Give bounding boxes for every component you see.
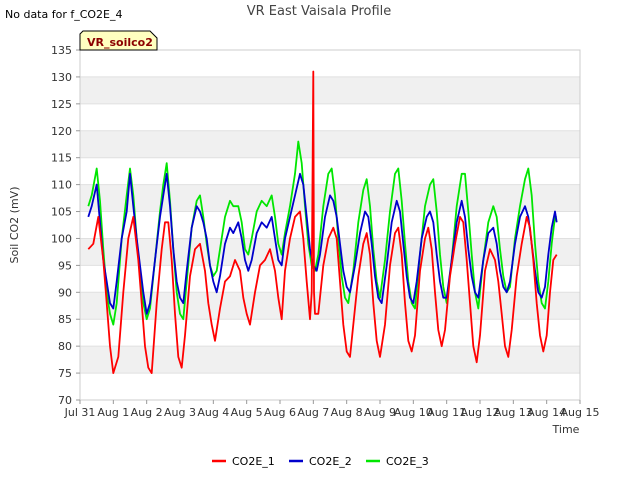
x-tick-label: Aug 9 [364,406,396,419]
y-tick-label: 70 [58,394,72,407]
x-tick-label: Aug 13 [494,406,533,419]
legend-badge-label: VR_soilco2 [87,36,153,49]
y-tick-label: 120 [51,125,72,138]
y-tick-label: 110 [51,179,72,192]
x-tick-label: Aug 15 [561,406,600,419]
series-line-co2e-1 [87,70,558,374]
y-tick-label: 115 [51,152,72,165]
y-tick-label: 100 [51,232,72,245]
x-tick-label: Aug 11 [427,406,466,419]
x-tick-label: Aug 6 [264,406,296,419]
y-tick-label: 105 [51,206,72,219]
legend-label: CO2E_2 [309,455,352,468]
y-tick-label: 130 [51,71,72,84]
series-line-co2e-2 [87,172,558,315]
plot-frame [79,49,581,401]
y-tick-label: 85 [58,313,72,326]
y-tick-label: 75 [58,367,72,380]
legend: CO2E_1 CO2E_2 CO2E_3 [212,455,429,468]
y-tick-label: 90 [58,286,72,299]
grid-band [80,292,580,320]
x-tick-label: Jul 31 [64,406,96,419]
x-tick-label: Aug 12 [461,406,500,419]
series-layer [87,70,558,374]
x-tick-label: Aug 10 [394,406,433,419]
legend-label: CO2E_3 [386,455,429,468]
x-tick-label: Aug 5 [231,406,263,419]
grid-band [80,346,580,374]
x-tick-label: Aug 3 [164,406,196,419]
x-tick-label: Aug 8 [331,406,363,419]
x-tick-label: Aug 4 [197,406,229,419]
x-tick-label: Aug 1 [97,406,129,419]
legend-label: CO2E_1 [232,455,275,468]
grid-band [80,76,580,104]
chart-title: VR East Vaisala Profile [247,4,392,19]
y-tick-label: 80 [58,340,72,353]
x-tick-label: Aug 14 [527,406,566,419]
grid-band [80,130,580,158]
x-axis-label: Time [552,423,580,436]
y-tick-label: 125 [51,98,72,111]
y-axis-ticks: 70 75 80 85 90 95 100 105 110 115 120 125 130 135 [51,44,80,407]
grid-bands [80,76,580,401]
y-tick-label: 135 [51,44,72,57]
x-axis-ticks: Jul 31 Aug 1 Aug 2 Aug 3 Aug 4 Aug 5 Aug 6 Aug … [64,400,600,419]
y-axis-label: Soil CO2 (mV) [8,187,21,264]
no-data-note: No data for f_CO2E_4 [5,8,123,21]
legend-badge-shape [79,30,158,51]
x-tick-label: Aug 2 [131,406,163,419]
x-tick-label: Aug 7 [297,406,329,419]
legend-badge: VR_soilco2 [79,30,158,51]
y-tick-label: 95 [58,259,72,272]
